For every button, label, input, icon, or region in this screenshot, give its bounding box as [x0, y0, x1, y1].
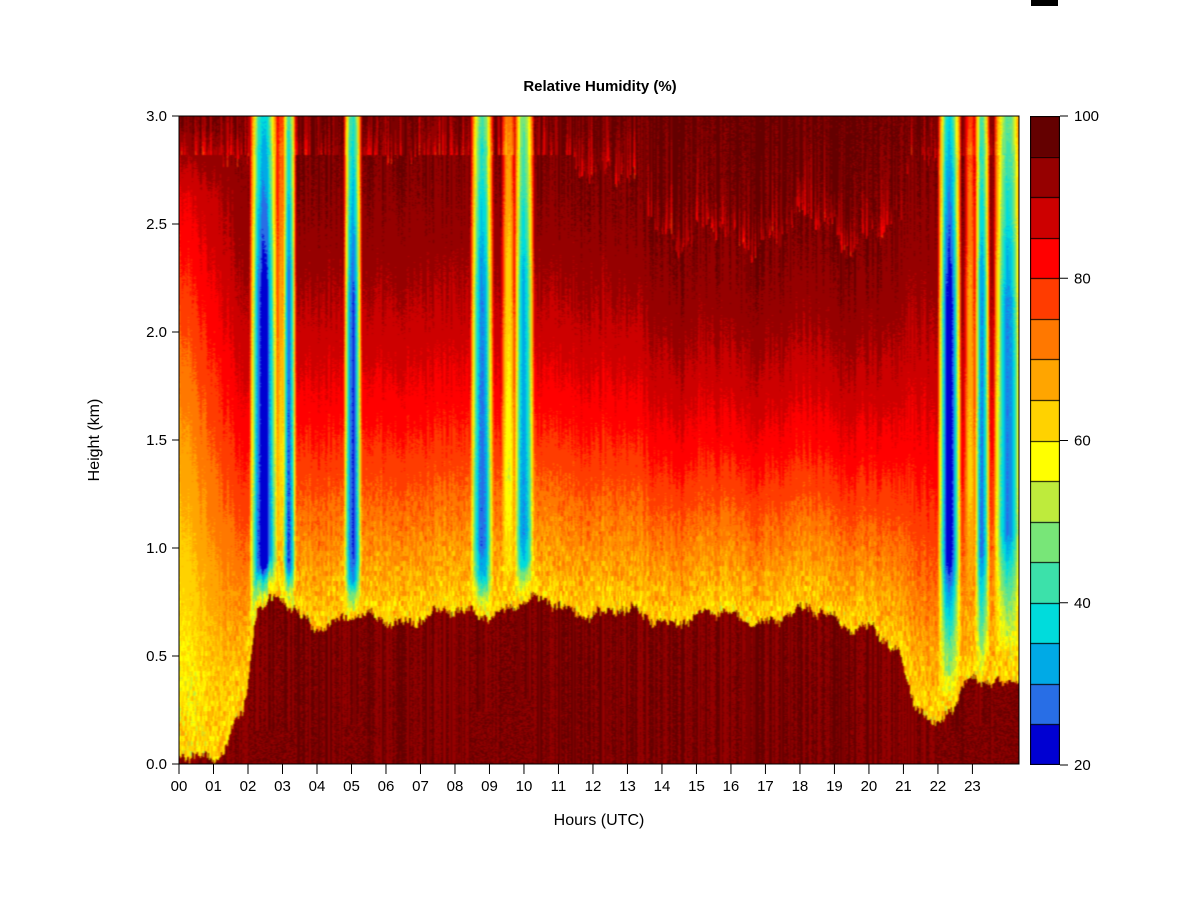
svg-text:23: 23: [964, 778, 981, 795]
svg-text:2.0: 2.0: [146, 324, 167, 341]
svg-text:19: 19: [826, 778, 843, 795]
svg-text:21: 21: [895, 778, 912, 795]
svg-text:22: 22: [930, 778, 947, 795]
svg-text:20: 20: [1074, 757, 1091, 774]
svg-text:09: 09: [481, 778, 498, 795]
svg-text:1.0: 1.0: [146, 540, 167, 557]
svg-text:02: 02: [240, 778, 257, 795]
svg-text:05: 05: [343, 778, 360, 795]
svg-text:17: 17: [757, 778, 774, 795]
svg-text:03: 03: [274, 778, 291, 795]
svg-text:20: 20: [861, 778, 878, 795]
svg-text:1.5: 1.5: [146, 432, 167, 449]
svg-text:16: 16: [723, 778, 740, 795]
svg-text:13: 13: [619, 778, 636, 795]
svg-text:10: 10: [516, 778, 533, 795]
svg-text:18: 18: [792, 778, 809, 795]
svg-text:2.5: 2.5: [146, 216, 167, 233]
svg-text:3.0: 3.0: [146, 108, 167, 125]
svg-text:01: 01: [205, 778, 222, 795]
svg-text:07: 07: [412, 778, 429, 795]
svg-text:11: 11: [551, 778, 567, 795]
svg-text:80: 80: [1074, 270, 1091, 287]
svg-text:06: 06: [378, 778, 395, 795]
svg-text:100: 100: [1074, 108, 1099, 125]
svg-text:12: 12: [585, 778, 602, 795]
svg-text:00: 00: [171, 778, 188, 795]
svg-text:14: 14: [654, 778, 671, 795]
svg-text:15: 15: [688, 778, 705, 795]
svg-text:40: 40: [1074, 595, 1091, 612]
svg-text:0.5: 0.5: [146, 648, 167, 665]
svg-text:04: 04: [309, 778, 326, 795]
svg-text:60: 60: [1074, 433, 1091, 450]
svg-text:08: 08: [447, 778, 464, 795]
svg-text:0.0: 0.0: [146, 756, 167, 773]
